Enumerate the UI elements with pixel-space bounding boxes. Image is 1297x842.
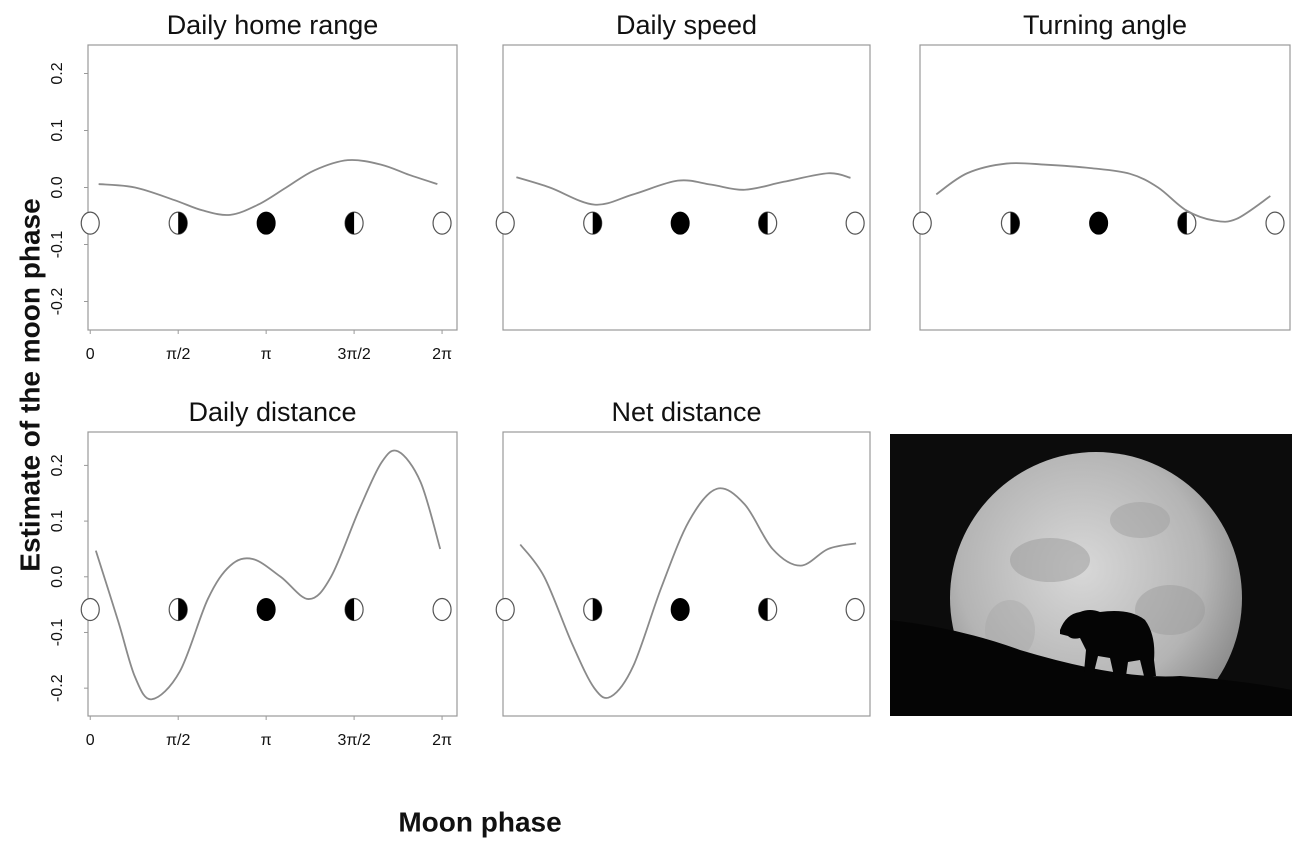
- y-tick-label: 0.2: [49, 62, 66, 84]
- curve: [520, 488, 856, 698]
- moon-icon: [178, 599, 187, 621]
- x-tick-label: 0: [86, 346, 95, 363]
- y-tick-label: -0.1: [49, 231, 66, 259]
- moon-icon: [759, 212, 768, 234]
- moon-icon: [593, 212, 602, 234]
- panel: Daily speed: [496, 10, 870, 330]
- x-axis-label: Moon phase: [398, 806, 561, 837]
- y-tick-label: -0.2: [49, 674, 66, 702]
- panel-title: Daily speed: [616, 10, 757, 40]
- figure: Estimate of the moon phase Moon phase Da…: [0, 0, 1297, 842]
- y-tick-label: -0.1: [49, 619, 66, 647]
- x-tick-label: 2π: [432, 346, 452, 363]
- x-tick-label: 2π: [432, 732, 452, 749]
- moon-icon: [1090, 212, 1108, 234]
- curve: [516, 173, 850, 205]
- y-axis-label: Estimate of the moon phase: [14, 198, 45, 571]
- panel-title: Daily distance: [188, 397, 356, 427]
- x-tick-label: 3π/2: [337, 346, 370, 363]
- moon-icon: [257, 212, 275, 234]
- moon-icon: [433, 599, 451, 621]
- moon-icon: [496, 212, 514, 234]
- moon-icon: [345, 599, 354, 621]
- panel: Daily home range -0.2 -0.1 0.0 0.1 0.2 0 π/2 π 3π…: [49, 10, 457, 363]
- moon-icon: [1178, 212, 1187, 234]
- panel: Net distance: [496, 397, 870, 716]
- photo: [890, 434, 1292, 744]
- panel-title: Net distance: [611, 397, 761, 427]
- curve: [99, 160, 438, 215]
- panel: Daily distance -0.2 -0.1 0.0 0.1 0.2 0 π/2 π 3π/2…: [49, 397, 457, 749]
- moon-icon: [496, 599, 514, 621]
- moon-icon: [257, 599, 275, 621]
- plot-frame: [503, 432, 870, 716]
- plot-frame: [503, 45, 870, 330]
- moon-icon: [81, 212, 99, 234]
- x-tick-label: 3π/2: [337, 732, 370, 749]
- x-tick-label: π: [261, 346, 272, 363]
- y-tick-label: 0.1: [49, 510, 66, 532]
- y-tick-label: 0.2: [49, 454, 66, 476]
- y-tick-label: 0.0: [49, 176, 66, 198]
- moon-icon: [671, 212, 689, 234]
- moon-icon: [1010, 212, 1019, 234]
- moon-icon: [846, 599, 864, 621]
- moon-icon: [1266, 212, 1284, 234]
- panel: Turning angle: [913, 10, 1290, 330]
- plot-frame: [920, 45, 1290, 330]
- moon-icon: [671, 599, 689, 621]
- moon-icon: [345, 212, 354, 234]
- y-tick-label: -0.2: [49, 288, 66, 316]
- moon-icon: [433, 212, 451, 234]
- moon-icon: [913, 212, 931, 234]
- x-tick-label: π/2: [166, 732, 190, 749]
- moon-icon: [178, 212, 187, 234]
- panel-title: Turning angle: [1023, 10, 1187, 40]
- y-tick-label: 0.1: [49, 119, 66, 141]
- curve: [96, 450, 440, 699]
- y-tick-label: 0.0: [49, 566, 66, 588]
- x-tick-label: π: [261, 732, 272, 749]
- moon-icon: [759, 599, 768, 621]
- plot-frame: [88, 432, 457, 716]
- moon-icon: [81, 599, 99, 621]
- curve: [936, 163, 1270, 222]
- x-tick-label: 0: [86, 732, 95, 749]
- x-tick-label: π/2: [166, 346, 190, 363]
- panel-title: Daily home range: [167, 10, 379, 40]
- plot-frame: [88, 45, 457, 330]
- moon-icon: [846, 212, 864, 234]
- moon-icon: [593, 599, 602, 621]
